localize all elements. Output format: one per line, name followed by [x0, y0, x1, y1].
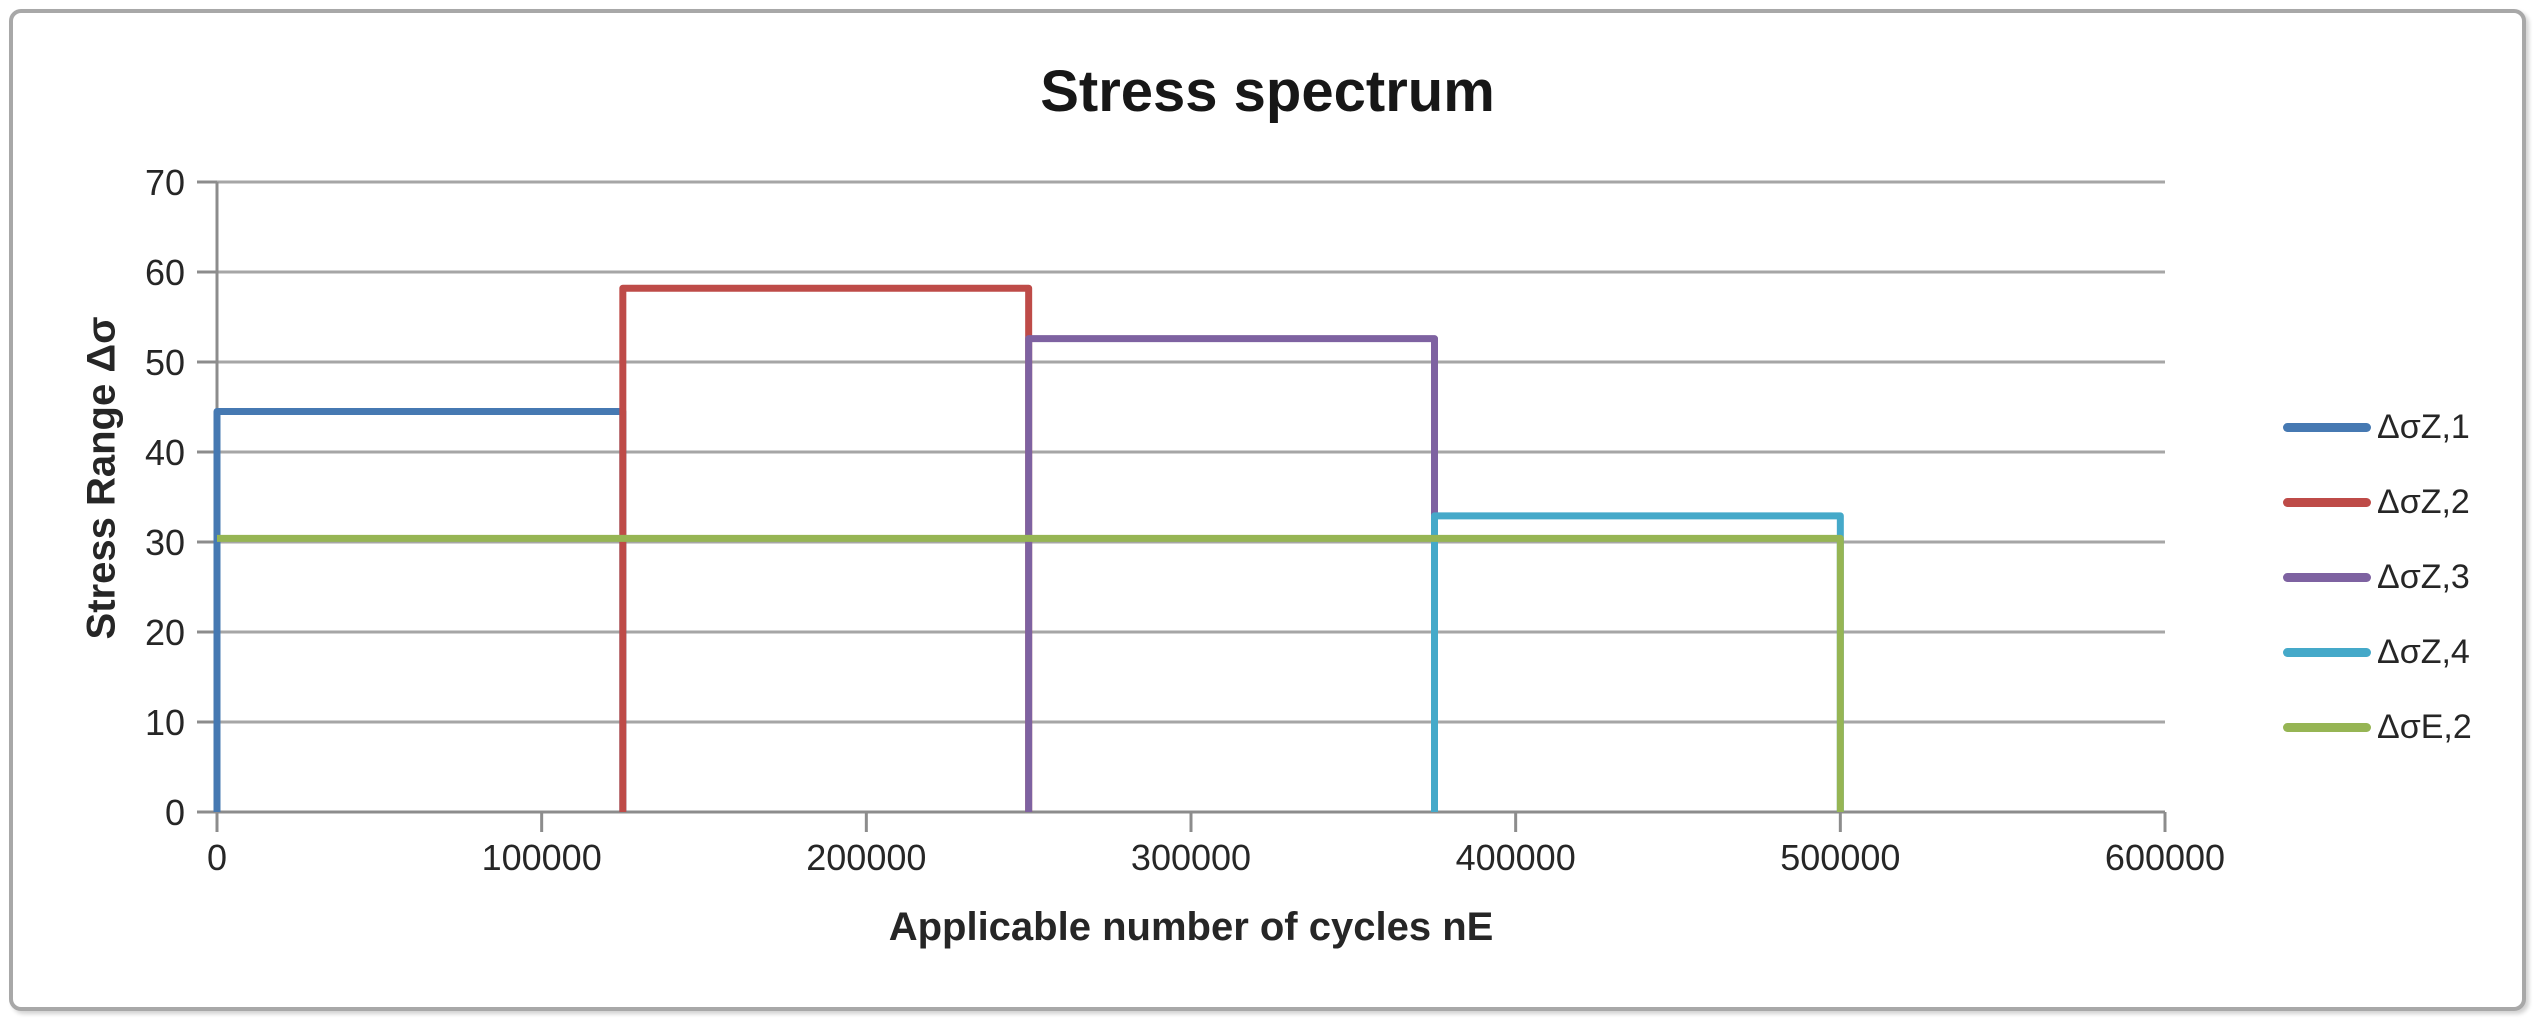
- legend-label: ΔσZ,1: [2377, 408, 2470, 446]
- x-tick-label-600000: 600000: [2105, 837, 2225, 878]
- legend-line-swatch: [2283, 648, 2371, 657]
- series-line-1: [213, 408, 627, 812]
- series-line-2: [619, 284, 1033, 812]
- series-line-5: [217, 534, 1844, 812]
- chart-border: [9, 9, 2526, 1011]
- x-tick-label-200000: 200000: [806, 837, 926, 878]
- x-tick-label-500000: 500000: [1780, 837, 1900, 878]
- legend-label: ΔσZ,4: [2377, 633, 2470, 671]
- legend-item-5: ΔσE,2: [2283, 690, 2523, 765]
- legend: ΔσZ,1 ΔσZ,2 ΔσZ,3 ΔσZ,4 ΔσE,2: [2283, 390, 2523, 765]
- x-tick-label-300000: 300000: [1131, 837, 1251, 878]
- series-line-3: [1025, 335, 1438, 812]
- y-tick-label-70: 70: [145, 162, 185, 203]
- series-line-4: [1431, 512, 1844, 812]
- x-tick-label-400000: 400000: [1456, 837, 1576, 878]
- legend-label: ΔσZ,2: [2377, 483, 2470, 521]
- y-tick-label-20: 20: [145, 612, 185, 653]
- legend-line-swatch: [2283, 498, 2371, 507]
- y-tick-label-50: 50: [145, 342, 185, 383]
- legend-label: ΔσE,2: [2377, 708, 2472, 746]
- legend-label: ΔσZ,3: [2377, 558, 2470, 596]
- legend-line-swatch: [2283, 573, 2371, 582]
- legend-line-swatch: [2283, 723, 2371, 732]
- y-tick-label-40: 40: [145, 432, 185, 473]
- y-tick-label-0: 0: [165, 792, 185, 833]
- y-tick-label-10: 10: [145, 702, 185, 743]
- legend-item-2: ΔσZ,2: [2283, 465, 2523, 540]
- x-tick-label-100000: 100000: [482, 837, 602, 878]
- chart-title: Stress spectrum: [1040, 59, 1495, 124]
- x-tick-label-0: 0: [207, 837, 227, 878]
- legend-item-1: ΔσZ,1: [2283, 390, 2523, 465]
- y-tick-label-30: 30: [145, 522, 185, 563]
- legend-item-4: ΔσZ,4: [2283, 615, 2523, 690]
- x-axis-title: Applicable number of cycles nE: [888, 905, 1494, 949]
- y-tick-label-60: 60: [145, 252, 185, 293]
- legend-line-swatch: [2283, 423, 2371, 432]
- legend-item-3: ΔσZ,3: [2283, 540, 2523, 615]
